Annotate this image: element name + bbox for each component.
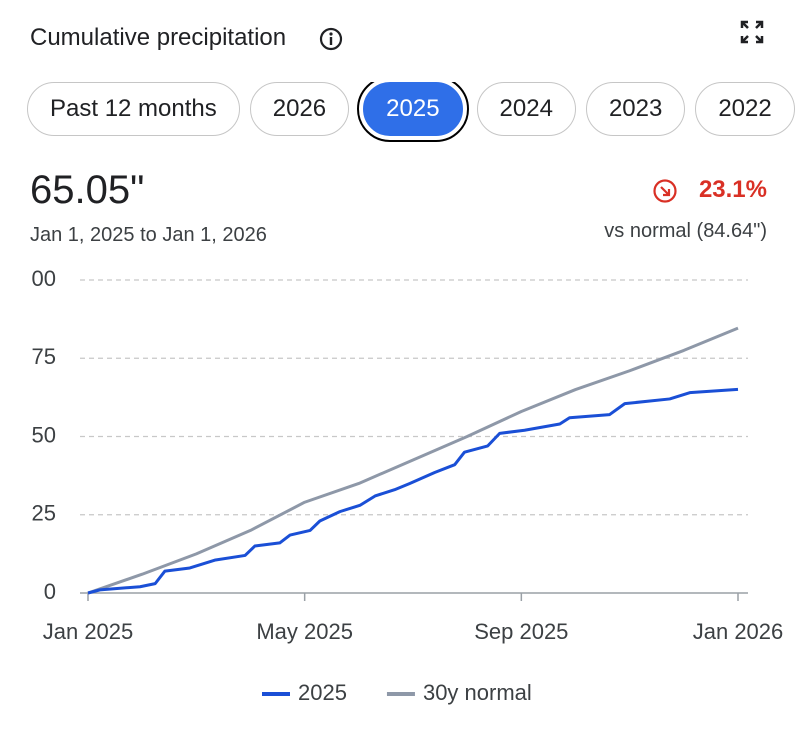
y-tick-label: 0 [44, 579, 56, 604]
tab[interactable]: 2024 [476, 82, 576, 136]
down-arrow-icon [653, 179, 677, 203]
series-line [87, 326, 739, 595]
tab[interactable]: 2026 [249, 82, 350, 136]
series-line [87, 387, 739, 595]
y-tick-label: 00 [32, 266, 56, 291]
x-tick-label: Sep 2025 [474, 619, 568, 644]
tab[interactable]: 2025 [357, 82, 469, 142]
x-tick-label: Jan 2025 [43, 619, 134, 644]
change: 23.1% [698, 176, 767, 203]
legend-label: 30y normal [423, 680, 532, 705]
tab[interactable]: 2022 [695, 82, 795, 136]
y-tick-label: 25 [32, 501, 56, 526]
tab[interactable]: Past 12 months [27, 82, 240, 136]
title: Cumulative precipitation [30, 24, 287, 51]
y-tick-label: 50 [32, 422, 56, 447]
comparison: vs normal (84.64") [604, 220, 767, 242]
date-range: Jan 1, 2025 to Jan 1, 2026 [30, 224, 267, 246]
expand-icon[interactable] [740, 20, 764, 44]
total: 65.05" [30, 168, 145, 212]
info-icon[interactable] [318, 26, 344, 52]
tab-bar: Past 12 months 2026 2025 2024 2023 2022 [27, 82, 800, 152]
legend-label: 2025 [298, 680, 347, 705]
x-tick-label: Jan 2026 [693, 619, 784, 644]
y-tick-label: 75 [32, 344, 56, 369]
x-tick-label: May 2025 [256, 619, 353, 644]
tab[interactable]: 2023 [585, 82, 686, 136]
